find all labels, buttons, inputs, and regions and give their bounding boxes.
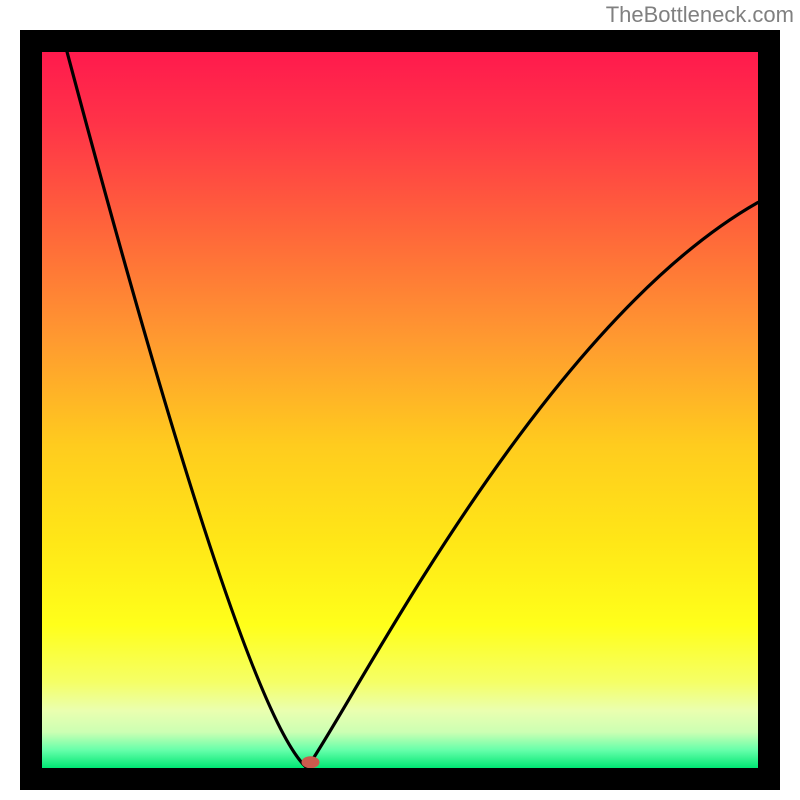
watermark-text: TheBottleneck.com bbox=[606, 2, 794, 28]
optimum-marker bbox=[302, 756, 320, 768]
gradient-background bbox=[42, 52, 758, 768]
plot-area bbox=[42, 52, 758, 768]
